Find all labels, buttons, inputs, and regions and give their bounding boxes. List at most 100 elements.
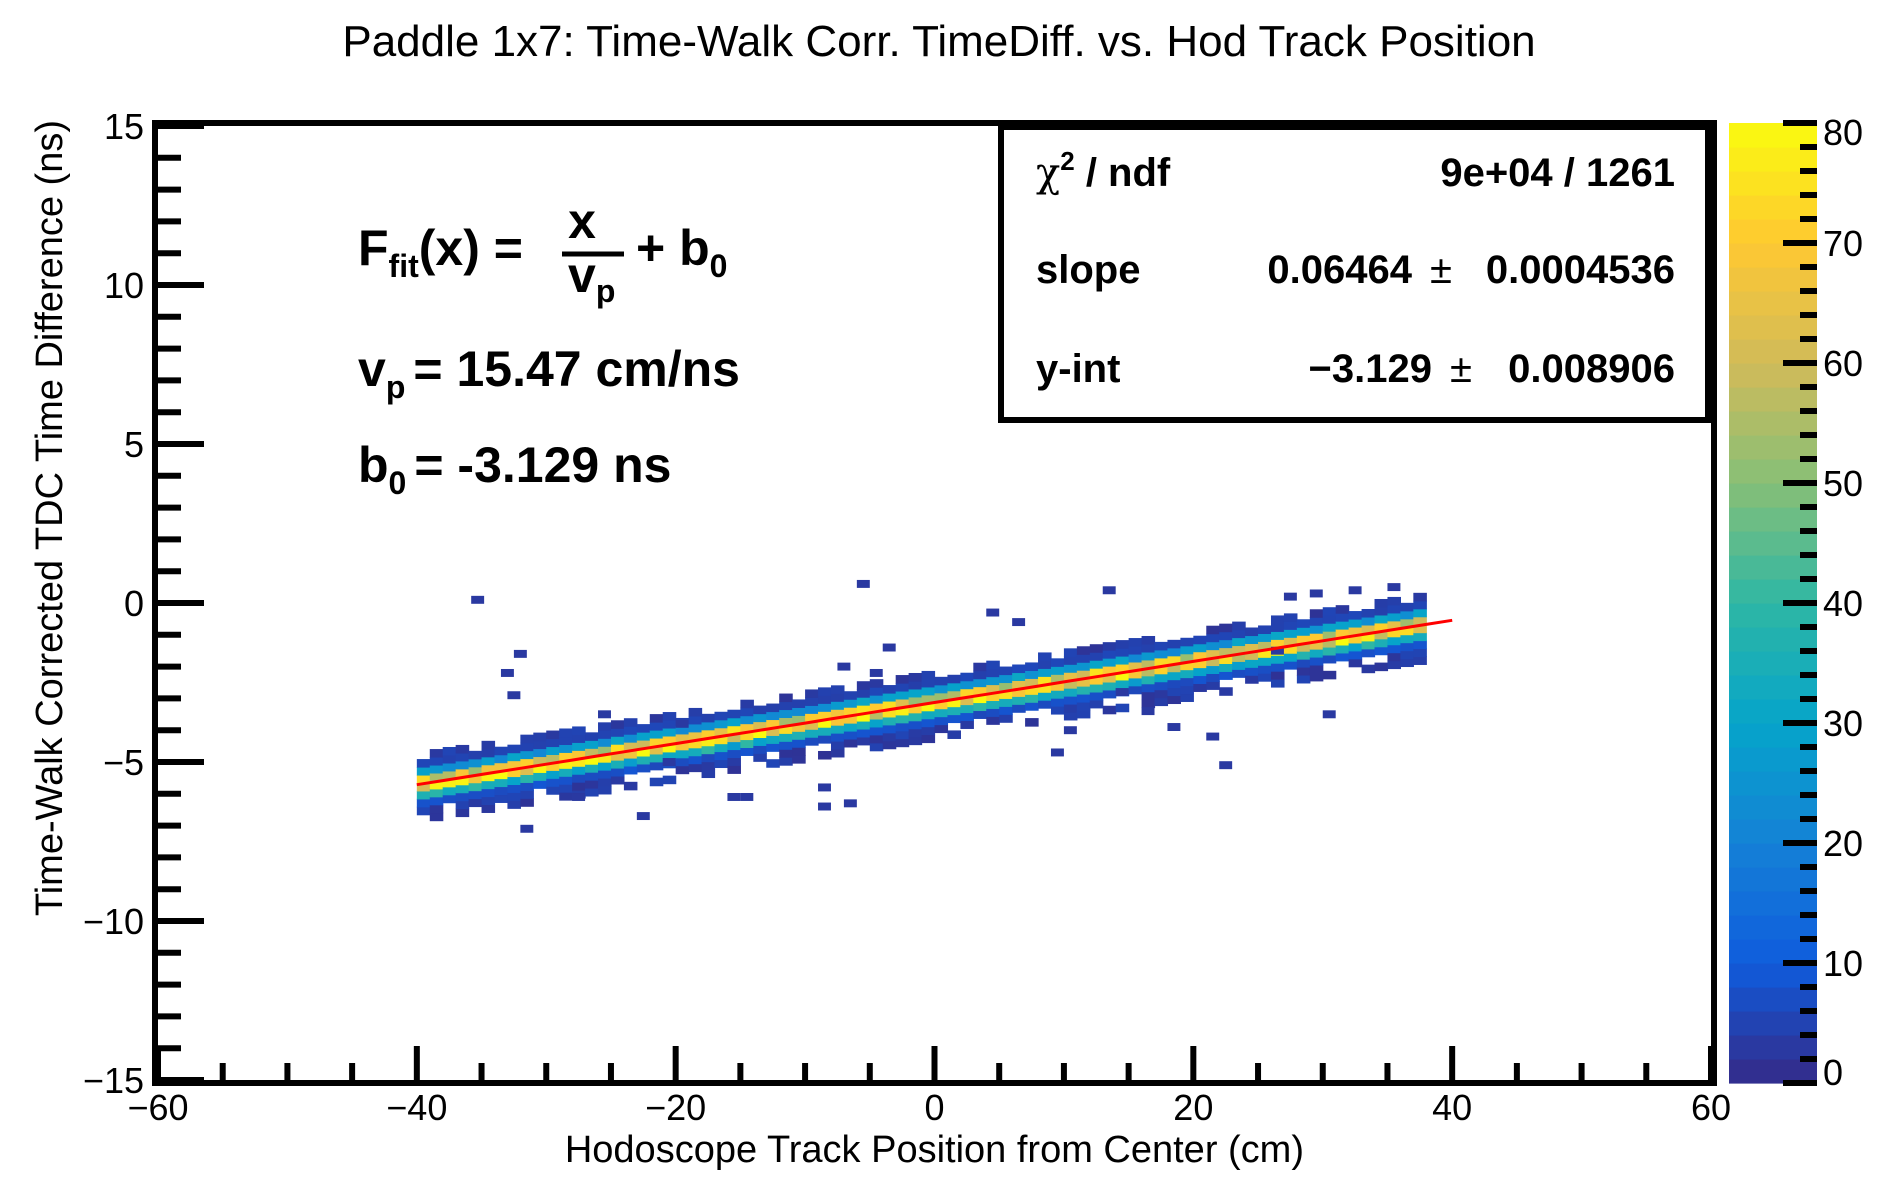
outlier-bin	[837, 662, 851, 671]
heatmap-bin	[869, 710, 884, 720]
heatmap-bin	[818, 719, 832, 728]
heatmap-bin	[675, 749, 690, 759]
heatmap-bin	[843, 707, 858, 716]
heatmap-bin	[1258, 673, 1272, 682]
heatmap-bin	[1012, 672, 1026, 681]
heatmap-bin	[1206, 649, 1220, 659]
heatmap-bin	[1076, 670, 1091, 679]
heatmap-bin	[1038, 652, 1052, 661]
heatmap-bin	[1089, 668, 1104, 677]
y-axis-title: Time-Walk Corrected TDC Time Difference …	[29, 120, 71, 916]
heatmap-bin	[856, 720, 871, 730]
heatmap-bin	[1193, 675, 1207, 685]
heatmap-bin	[1219, 663, 1233, 672]
heatmap-bin	[494, 746, 509, 756]
heatmap-bin	[830, 733, 845, 742]
outlier-bin	[818, 783, 831, 792]
heatmap-bin	[960, 680, 974, 690]
heatmap-bin	[494, 778, 509, 788]
colorbar-segment	[1729, 243, 1817, 268]
heatmap-bin	[416, 798, 431, 808]
heatmap-bin	[999, 706, 1013, 715]
heatmap-bin	[779, 733, 793, 742]
heatmap-bin	[481, 740, 496, 750]
heatmap-bin	[623, 765, 638, 775]
heatmap-bin	[1050, 682, 1065, 691]
heatmap-bin	[688, 715, 703, 725]
heatmap-bin	[818, 735, 832, 744]
heatmap-bin	[1335, 621, 1350, 630]
heatmap-bin	[585, 764, 599, 773]
heatmap-bin	[598, 722, 612, 731]
colorbar-segment	[1729, 459, 1817, 484]
heatmap-bin	[1063, 688, 1078, 697]
heatmap-bin	[662, 743, 677, 753]
heatmap-bin	[1413, 616, 1427, 626]
colorbar-segment	[1729, 939, 1817, 964]
y-tick-label: 15	[104, 106, 144, 147]
heatmap-bin	[740, 723, 754, 733]
outlier-bin	[986, 608, 1000, 617]
heatmap-bin	[1413, 640, 1427, 650]
heatmap-bin	[572, 774, 586, 783]
outlier-bin	[598, 710, 611, 719]
heatmap-bin	[623, 718, 638, 727]
heatmap-bin	[1322, 639, 1337, 648]
heatmap-bin	[1102, 673, 1117, 683]
b0-sub: 0	[389, 465, 407, 501]
heatmap-bin	[1063, 703, 1078, 713]
heatmap-bin	[1050, 666, 1065, 675]
stats-box-frame	[998, 124, 1711, 423]
heatmap-bin	[1102, 642, 1117, 651]
heatmap-bin	[468, 758, 483, 768]
heatmap-bin	[1115, 663, 1130, 673]
heatmap-bin	[934, 684, 949, 694]
heatmap-bin	[1050, 706, 1065, 715]
heatmap-bin	[895, 690, 910, 700]
heatmap-bin	[468, 790, 483, 800]
heatmap-bin	[429, 804, 444, 814]
colorbar-segment	[1729, 267, 1817, 292]
heatmap-bin	[494, 786, 509, 796]
heatmap-bin	[1348, 658, 1363, 668]
outlier-bin	[471, 595, 485, 604]
heatmap-bin	[1413, 600, 1427, 610]
heatmap-bin	[416, 806, 431, 816]
heatmap-bin	[830, 685, 845, 694]
heatmap-bin	[455, 744, 470, 754]
heatmap-bin	[533, 780, 547, 789]
heatmap-bin	[1400, 626, 1414, 636]
heatmap-bin	[921, 710, 936, 720]
heatmap-bin	[520, 798, 534, 807]
heatmap-bin	[662, 719, 677, 729]
outlier-bin	[1102, 586, 1116, 595]
heatmap-bin	[895, 730, 910, 740]
colorbar-segment	[1729, 843, 1817, 868]
heatmap-bin	[1258, 625, 1272, 634]
heatmap-bin	[1102, 650, 1117, 659]
heatmap-bin	[1076, 646, 1091, 655]
heatmap-bin	[714, 751, 729, 761]
slope-label: slope	[1036, 248, 1140, 292]
heatmap-bin	[1141, 667, 1156, 677]
heatmap-bin	[1400, 650, 1414, 660]
colorbar-segment	[1729, 507, 1817, 532]
heatmap-bin	[1180, 653, 1194, 663]
heatmap-bin	[1283, 621, 1298, 630]
heatmap-bin	[494, 794, 509, 803]
heatmap-bin	[1038, 660, 1052, 669]
heatmap-bin	[662, 775, 677, 785]
heatmap-bin	[792, 731, 806, 740]
heatmap-bin	[572, 734, 586, 743]
heatmap-bin	[429, 756, 444, 766]
heatmap-bin	[520, 742, 534, 752]
heatmap-bin	[869, 687, 884, 696]
heatmap-bin	[507, 792, 521, 801]
heatmap-bin	[585, 772, 599, 781]
heatmap-bin	[766, 735, 780, 744]
heatmap-bin	[662, 751, 677, 761]
heatmap-bin	[636, 763, 651, 773]
heatmap-bin	[688, 747, 703, 757]
heatmap-bin	[1361, 648, 1376, 658]
